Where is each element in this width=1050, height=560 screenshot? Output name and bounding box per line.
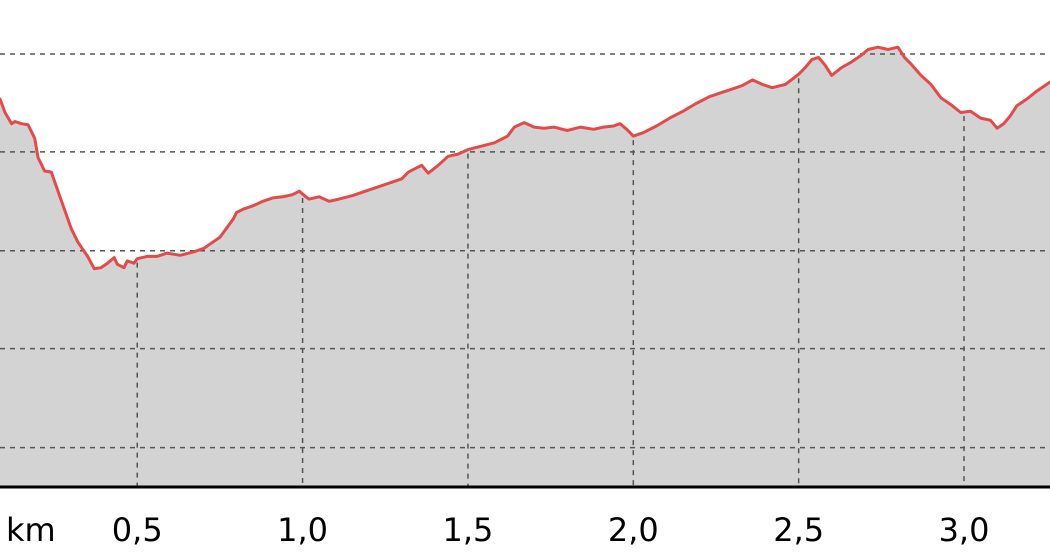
x-axis-tick-labels: km 0,5 1,0 1,5 2,0 2,5 3,0	[6, 511, 989, 549]
elevation-area-fill	[0, 47, 1050, 487]
vertical-gridlines	[136, 78, 965, 487]
x-tick-label-1,0: 1,0	[277, 511, 328, 549]
elevation-profile-line	[0, 45, 1050, 271]
x-tick-label-3,0: 3,0	[939, 511, 990, 549]
plot-area	[0, 47, 1050, 487]
horizontal-gridlines	[0, 53, 1050, 449]
x-tick-label-0,5: 0,5	[112, 511, 163, 549]
x-tick-label-2,5: 2,5	[773, 511, 824, 549]
x-tick-label-1,5: 1,5	[443, 511, 494, 549]
x-axis-unit-label: km	[6, 511, 56, 549]
series-layer	[0, 45, 1050, 271]
x-tick-label-2,0: 2,0	[608, 511, 659, 549]
